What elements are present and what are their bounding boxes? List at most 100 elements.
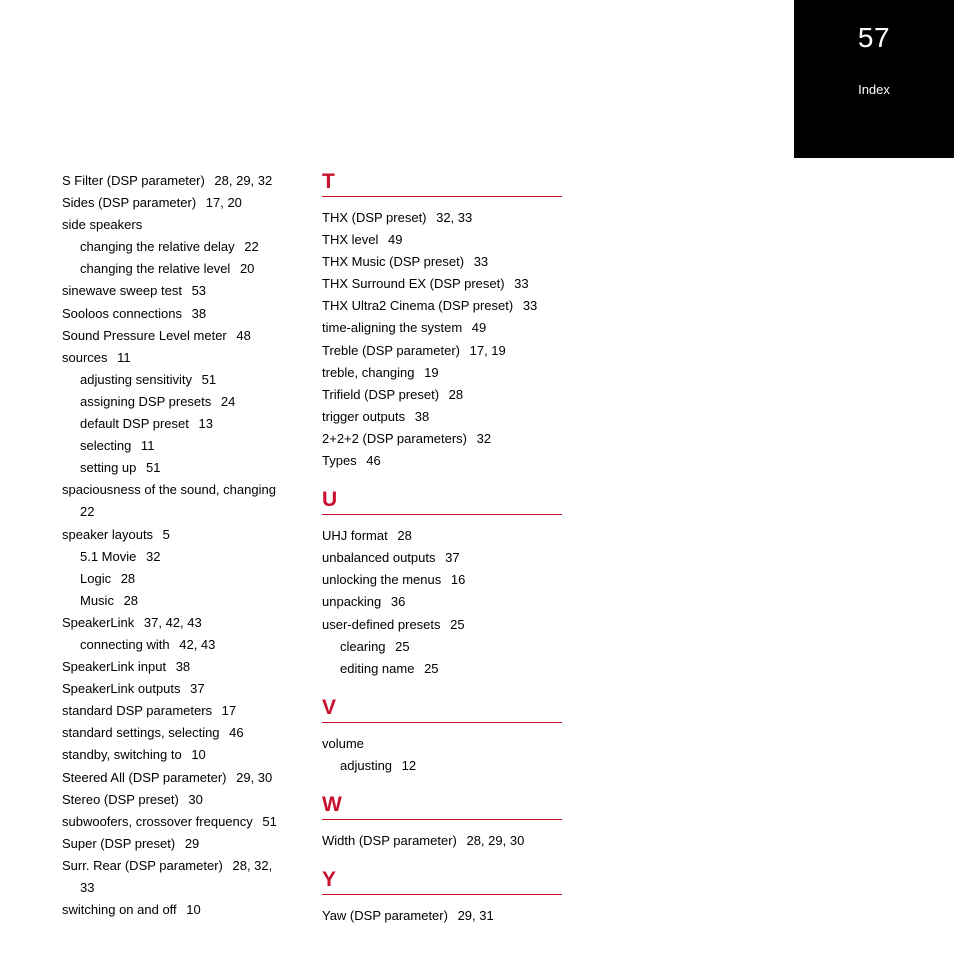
index-entry-text: default DSP preset [80, 416, 189, 431]
index-entry-pages: 46 [363, 453, 381, 468]
index-entry-text: THX Surround EX (DSP preset) [322, 276, 505, 291]
index-entry-text: time-aligning the system [322, 320, 462, 335]
index-entry-pages: 29, 30 [233, 770, 273, 785]
index-entry-pages: 28, 29, 30 [463, 833, 524, 848]
index-entry-text: Surr. Rear (DSP parameter) [62, 858, 223, 873]
index-entry: S Filter (DSP parameter) 28, 29, 32 [62, 170, 302, 192]
index-entry: SpeakerLink outputs 37 [62, 678, 302, 700]
index-entry-pages: 16 [447, 572, 465, 587]
index-entry: connecting with 42, 43 [62, 634, 302, 656]
index-entry-text: side speakers [62, 217, 142, 232]
index-letter-heading: W [322, 793, 562, 820]
index-entry: THX level 49 [322, 229, 562, 251]
index-entry: speaker layouts 5 [62, 524, 302, 546]
index-entry: sinewave sweep test 53 [62, 280, 302, 302]
index-entry-pages: 33 [519, 298, 537, 313]
index-entry: SpeakerLink 37, 42, 43 [62, 612, 302, 634]
index-entry: standard settings, selecting 46 [62, 722, 302, 744]
index-entry-text: 33 [80, 880, 94, 895]
index-entry-text: Width (DSP parameter) [322, 833, 457, 848]
index-entry-pages: 38 [188, 306, 206, 321]
index-entry: 33 [62, 877, 302, 899]
index-entry: SpeakerLink input 38 [62, 656, 302, 678]
index-entry: THX Surround EX (DSP preset) 33 [322, 273, 562, 295]
index-entry-text: treble, changing [322, 365, 415, 380]
index-entry-pages: 48 [233, 328, 251, 343]
index-entry-text: Yaw (DSP parameter) [322, 908, 448, 923]
index-entry: trigger outputs 38 [322, 406, 562, 428]
index-letter-heading: T [322, 170, 562, 197]
index-entry-pages: 29, 31 [454, 908, 494, 923]
index-entry: switching on and off 10 [62, 899, 302, 921]
index-entry: Treble (DSP parameter) 17, 19 [322, 340, 562, 362]
index-entry-text: trigger outputs [322, 409, 405, 424]
index-entry-text: THX level [322, 232, 378, 247]
index-entry-text: speaker layouts [62, 527, 153, 542]
index-entry: Sooloos connections 38 [62, 303, 302, 325]
index-entry-pages: 49 [468, 320, 486, 335]
index-entry-text: adjusting sensitivity [80, 372, 192, 387]
index-entry-pages: 51 [198, 372, 216, 387]
index-entry: UHJ format 28 [322, 525, 562, 547]
index-entry-pages: 11 [114, 350, 131, 365]
index-entry: Surr. Rear (DSP parameter) 28, 32, [62, 855, 302, 877]
index-entry-pages: 30 [185, 792, 203, 807]
index-entry-pages: 17 [218, 703, 236, 718]
index-entry-pages: 49 [384, 232, 402, 247]
index-entry: 5.1 Movie 32 [62, 546, 302, 568]
index-entry-pages: 53 [188, 283, 206, 298]
index-entry-text: unlocking the menus [322, 572, 441, 587]
index-entry-pages: 42, 43 [176, 637, 216, 652]
index-entry-text: UHJ format [322, 528, 388, 543]
index-entry: Logic 28 [62, 568, 302, 590]
index-entry-text: Types [322, 453, 357, 468]
index-entry: adjusting 12 [322, 755, 562, 777]
index-entry: user-defined presets 25 [322, 614, 562, 636]
index-entry: unlocking the menus 16 [322, 569, 562, 591]
index-entry-pages: 10 [183, 902, 201, 917]
index-entry-pages: 38 [172, 659, 190, 674]
index-entry: selecting 11 [62, 435, 302, 457]
index-entry-text: Steered All (DSP parameter) [62, 770, 227, 785]
index-entry-pages: 33 [511, 276, 529, 291]
index-entry-text: clearing [340, 639, 386, 654]
index-entry-pages: 36 [387, 594, 405, 609]
index-entry-pages: 17, 20 [202, 195, 242, 210]
index-entry-pages: 37, 42, 43 [140, 615, 201, 630]
index-entry-text: Super (DSP preset) [62, 836, 175, 851]
index-entry-pages: 25 [392, 639, 410, 654]
index-entry-text: THX Ultra2 Cinema (DSP preset) [322, 298, 513, 313]
index-entry-text: SpeakerLink input [62, 659, 166, 674]
index-entry-text: 5.1 Movie [80, 549, 136, 564]
index-entry: clearing 25 [322, 636, 562, 658]
index-column: S Filter (DSP parameter) 28, 29, 32Sides… [62, 170, 302, 927]
index-entry: Width (DSP parameter) 28, 29, 30 [322, 830, 562, 852]
index-entry-text: selecting [80, 438, 131, 453]
index-entry-pages: 29 [181, 836, 199, 851]
index-letter-heading: U [322, 488, 562, 515]
index-entry-text: sources [62, 350, 108, 365]
index-entry: adjusting sensitivity 51 [62, 369, 302, 391]
index-entry: setting up 51 [62, 457, 302, 479]
index-entry: spaciousness of the sound, changing [62, 479, 302, 501]
index-entry: side speakers [62, 214, 302, 236]
index-entry-text: standard settings, selecting [62, 725, 220, 740]
index-entry: assigning DSP presets 24 [62, 391, 302, 413]
index-entry: Trifield (DSP preset) 28 [322, 384, 562, 406]
index-entry-pages: 25 [447, 617, 465, 632]
index-entry-pages: 28 [445, 387, 463, 402]
index-entry-text: setting up [80, 460, 136, 475]
index-entry-text: subwoofers, crossover frequency [62, 814, 253, 829]
index-entry-text: Music [80, 593, 114, 608]
index-entry: default DSP preset 13 [62, 413, 302, 435]
index-entry: Stereo (DSP preset) 30 [62, 789, 302, 811]
index-entry-text: SpeakerLink [62, 615, 134, 630]
index-entry-text: standard DSP parameters [62, 703, 212, 718]
index-entry-text: switching on and off [62, 902, 177, 917]
index-letter-heading: V [322, 696, 562, 723]
index-entry-pages: 13 [195, 416, 213, 431]
page-number: 57 [794, 22, 954, 54]
index-entry: Super (DSP preset) 29 [62, 833, 302, 855]
index-entry-pages: 22 [241, 239, 259, 254]
index-entry: sources 11 [62, 347, 302, 369]
